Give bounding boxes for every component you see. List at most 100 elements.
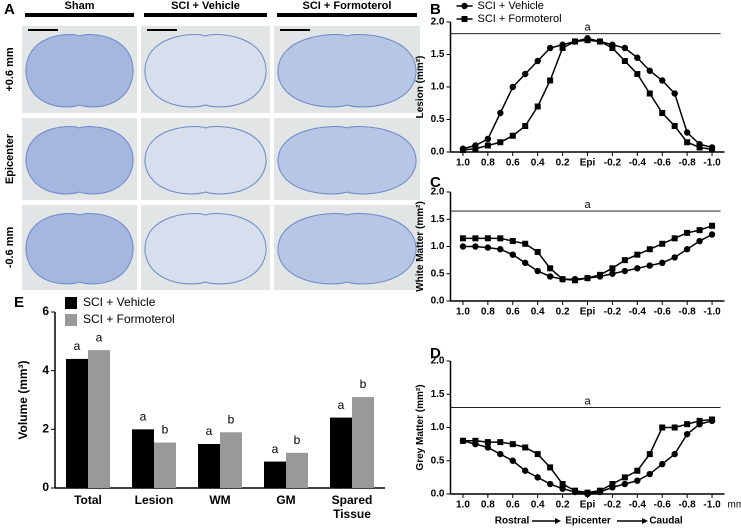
square-marker bbox=[621, 58, 628, 64]
x-tick-label: Spared Tissue bbox=[332, 493, 373, 521]
square-marker bbox=[472, 145, 479, 152]
y-tick-label: 2 bbox=[42, 422, 49, 436]
x-tick-label: 0.4 bbox=[531, 307, 545, 318]
square-marker bbox=[659, 424, 666, 431]
square-marker bbox=[572, 487, 579, 494]
x-tick-label: -0.8 bbox=[679, 158, 697, 169]
y-tick-label: 6 bbox=[42, 304, 49, 318]
legend-swatch bbox=[65, 297, 77, 309]
x-tick-label: Epi bbox=[580, 158, 596, 169]
x-tick-label: 0.6 bbox=[506, 158, 520, 169]
square-marker bbox=[472, 437, 479, 444]
square-marker bbox=[459, 235, 466, 242]
significance-letter: a bbox=[584, 199, 591, 211]
square-marker bbox=[621, 474, 628, 481]
square-marker bbox=[659, 240, 666, 247]
square-marker bbox=[484, 439, 491, 446]
square-marker bbox=[584, 489, 591, 496]
bar bbox=[88, 350, 110, 488]
y-tick-label: 1.5 bbox=[431, 389, 445, 400]
x-tick-label: -0.6 bbox=[654, 158, 672, 169]
x-tick-label: 0.2 bbox=[556, 158, 570, 169]
square-marker bbox=[696, 417, 703, 424]
bar bbox=[286, 452, 308, 488]
significance-letter: b bbox=[360, 377, 367, 391]
x-tick-label: 1.0 bbox=[456, 158, 470, 169]
legend-label: SCI + Formoterol bbox=[83, 312, 175, 326]
circle-marker bbox=[559, 485, 566, 492]
x-tick-label: Total bbox=[74, 493, 102, 507]
x-tick-label: Epi bbox=[580, 500, 596, 511]
x-tick-label: WM bbox=[209, 493, 230, 507]
square-marker bbox=[547, 464, 554, 471]
y-tick-label: 0 bbox=[42, 480, 49, 494]
square-marker bbox=[696, 144, 703, 151]
square-marker bbox=[696, 227, 703, 234]
x-tick-label: Lesion bbox=[135, 493, 174, 507]
square-marker bbox=[534, 451, 541, 458]
circle-marker bbox=[497, 450, 504, 458]
significance-letter: b bbox=[294, 433, 301, 447]
circle-marker bbox=[659, 77, 666, 84]
square-marker bbox=[534, 248, 541, 255]
x-tick-label: -0.4 bbox=[629, 307, 647, 318]
circle-marker bbox=[634, 477, 641, 484]
series-line bbox=[462, 420, 713, 495]
x-tick-label: -0.2 bbox=[604, 500, 622, 511]
square-marker bbox=[709, 222, 716, 229]
square-marker bbox=[497, 139, 504, 146]
circle-marker bbox=[671, 254, 678, 261]
x-tick-label: -0.2 bbox=[604, 158, 622, 169]
significance-letter: b bbox=[228, 412, 235, 426]
circle-marker bbox=[671, 90, 678, 97]
significance-letter: a bbox=[272, 442, 279, 456]
x-tick-label: 0.8 bbox=[481, 500, 495, 511]
bar bbox=[132, 429, 154, 488]
circle-marker bbox=[509, 83, 516, 91]
circle-marker bbox=[683, 246, 691, 253]
tissue-section bbox=[277, 213, 417, 285]
x-tick-label: -1.0 bbox=[703, 158, 721, 169]
square-marker bbox=[596, 38, 603, 45]
y-axis-label: White Matter (mm²) bbox=[415, 201, 426, 292]
circle-marker bbox=[683, 129, 691, 136]
y-tick-label: 1.0 bbox=[431, 241, 445, 252]
x-tick-label: -0.8 bbox=[679, 307, 697, 318]
x-tick-label: -0.4 bbox=[629, 158, 647, 169]
square-marker bbox=[547, 77, 554, 84]
square-marker bbox=[584, 37, 591, 44]
row-label: -0.6 mm bbox=[4, 226, 16, 268]
y-tick-label: 2.0 bbox=[431, 187, 445, 198]
circle-marker bbox=[621, 44, 629, 52]
column-header: SCI + Formoterol bbox=[303, 0, 392, 12]
square-marker bbox=[659, 110, 666, 116]
column-header: SCI + Vehicle bbox=[171, 0, 240, 12]
y-tick-label: 0.0 bbox=[431, 296, 445, 307]
square-marker bbox=[596, 271, 603, 278]
bar bbox=[330, 417, 352, 488]
square-marker bbox=[609, 45, 616, 51]
x-tick-label: GM bbox=[276, 493, 295, 507]
x-tick-label: 0.6 bbox=[506, 500, 520, 511]
significance-letter: a bbox=[584, 22, 591, 34]
bar bbox=[66, 358, 88, 488]
bar bbox=[352, 397, 374, 488]
y-tick-label: 2.0 bbox=[431, 17, 445, 28]
circle-marker bbox=[522, 70, 529, 78]
panel-label: C bbox=[430, 174, 441, 191]
circle-marker bbox=[659, 460, 666, 468]
x-tick-label: 0.4 bbox=[531, 158, 545, 169]
legend-marker bbox=[461, 16, 468, 22]
bar bbox=[264, 461, 286, 488]
y-tick-label: 0.5 bbox=[431, 455, 445, 466]
circle-marker bbox=[708, 231, 716, 238]
square-marker bbox=[646, 246, 653, 253]
bar bbox=[198, 444, 220, 488]
circle-marker bbox=[497, 109, 504, 117]
x-tick-label: -1.0 bbox=[703, 500, 721, 511]
legend-label: SCI + Vehicle bbox=[83, 295, 156, 309]
square-marker bbox=[559, 45, 566, 51]
y-tick-label: 1.0 bbox=[431, 422, 445, 433]
square-marker bbox=[671, 424, 678, 431]
x-tick-label: 0.8 bbox=[481, 307, 495, 318]
